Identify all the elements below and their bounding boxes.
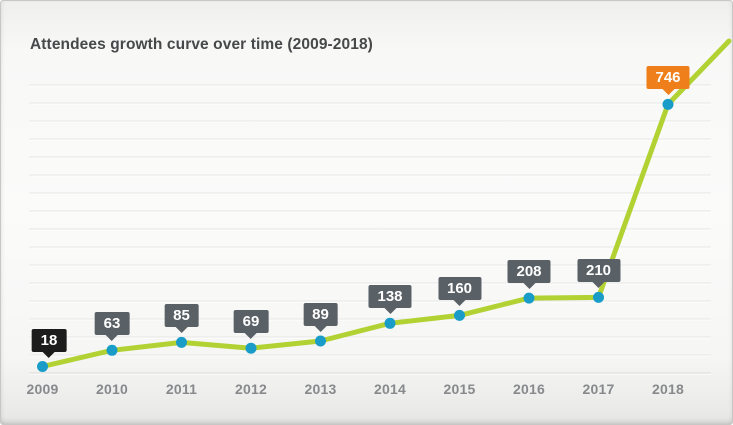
series-line	[40, 38, 732, 369]
data-point-2011	[176, 336, 187, 348]
data-point-2015	[454, 309, 465, 321]
data-point-2009	[37, 361, 48, 372]
data-point-2012	[245, 342, 257, 354]
data-point-2010	[106, 344, 118, 356]
chart-title: Attendees growth curve over time (2009-2…	[30, 36, 373, 53]
data-point-2014	[384, 317, 396, 329]
data-point-2018	[662, 98, 674, 110]
data-point-2013	[315, 335, 326, 347]
data-point-2017	[593, 291, 604, 303]
data-point-2016	[523, 292, 535, 304]
